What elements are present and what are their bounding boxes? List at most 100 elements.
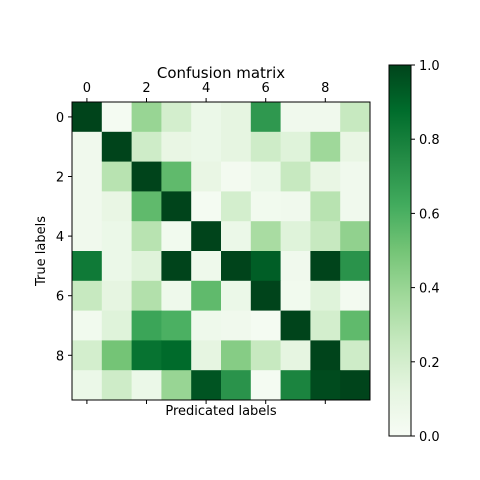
heatmap-cell-3-2	[131, 191, 162, 222]
heatmap-cell-8-4	[191, 340, 222, 371]
heatmap-cell-2-5	[221, 161, 252, 192]
heatmap-cell-5-3	[161, 251, 192, 282]
heatmap-cell-6-4	[191, 280, 222, 312]
colorbar-tick-group: 0.0 0.2 0.4 0.6 0.8 1.0	[411, 59, 440, 445]
heatmap-cell-5-5	[221, 251, 252, 282]
y-tick-label: 6	[56, 290, 64, 305]
heatmap-cell-9-5	[221, 370, 252, 401]
heatmap-cell-0-3	[161, 102, 192, 133]
heatmap-cell-3-0	[72, 191, 103, 222]
heatmap-cell-8-0	[72, 340, 103, 371]
heatmap-cell-9-0	[72, 370, 103, 401]
heatmap-cell-5-2	[131, 251, 162, 282]
heatmap-cell-3-7	[280, 191, 311, 222]
heatmap-cell-2-8	[310, 161, 341, 192]
heatmap-cell-1-6	[250, 131, 282, 163]
heatmap-cell-6-9	[340, 280, 371, 312]
heatmap-cell-9-8	[310, 370, 341, 401]
heatmap-cell-3-8	[310, 191, 341, 222]
heatmap-cell-2-7	[280, 161, 311, 192]
heatmap-cell-6-3	[161, 280, 192, 312]
heatmap-cell-0-9	[340, 102, 371, 133]
heatmap-cell-2-4	[191, 161, 222, 192]
x-tick-label: 8	[321, 81, 329, 96]
heatmap-cell-2-9	[340, 161, 371, 192]
heatmap-cell-9-3	[161, 370, 192, 401]
heatmap-cell-3-5	[221, 191, 252, 222]
heatmap-cell-6-5	[221, 280, 252, 312]
x-axis-label: Predicated labels	[165, 404, 277, 419]
heatmap-cell-0-7	[280, 102, 311, 133]
heatmap-cell-7-0	[72, 310, 103, 341]
heatmap-cell-4-3	[161, 221, 192, 252]
heatmap-cell-2-6	[250, 161, 282, 192]
heatmap-cell-8-1	[101, 340, 133, 371]
y-axis-label: True labels	[34, 216, 49, 287]
x-tick-label: 0	[83, 81, 91, 96]
heatmap-cell-7-3	[161, 310, 192, 341]
heatmap-cell-0-5	[221, 102, 252, 133]
y-tick-label: 8	[56, 349, 64, 364]
heatmap-cell-6-1	[101, 280, 133, 312]
heatmap-cell-0-0	[72, 102, 103, 133]
heatmap-cell-1-7	[280, 131, 311, 163]
heatmap-cell-0-2	[131, 102, 162, 133]
heatmap-cell-8-6	[250, 340, 282, 371]
heatmap-cell-5-1	[101, 251, 133, 282]
heatmap-cell-1-1	[101, 131, 133, 163]
x-tick-label: 2	[142, 81, 150, 96]
heatmap-cell-4-7	[280, 221, 311, 252]
heatmap-cell-7-7	[280, 310, 311, 341]
heatmap-cell-6-7	[280, 280, 311, 312]
colorbar-tick-label: 0.2	[419, 356, 440, 371]
heatmap-cell-5-8	[310, 251, 341, 282]
y-tick-label: 2	[56, 171, 64, 186]
colorbar	[388, 64, 412, 437]
colorbar-tick-label: 1.0	[419, 59, 440, 74]
heatmap-cell-1-9	[340, 131, 371, 163]
heatmap-cell-0-8	[310, 102, 341, 133]
heatmap-cell-2-1	[101, 161, 133, 192]
heatmap-cell-7-9	[340, 310, 371, 341]
colorbar-tick-label: 0.4	[419, 282, 440, 297]
y-tick-label: 0	[56, 111, 64, 126]
heatmap-cell-7-2	[131, 310, 162, 341]
heatmap-cell-1-3	[161, 131, 192, 163]
colorbar-tick-label: 0.0	[419, 430, 440, 445]
heatmap-cell-3-9	[340, 191, 371, 222]
heatmap-cell-0-4	[191, 102, 222, 133]
heatmap-cell-9-2	[131, 370, 162, 401]
heatmap-cell-0-6	[250, 102, 282, 133]
x-tick-label: 6	[262, 81, 270, 96]
y-tick-label: 4	[56, 230, 64, 245]
heatmap-cell-5-4	[191, 251, 222, 282]
heatmap-cell-8-3	[161, 340, 192, 371]
heatmap-cell-4-5	[221, 221, 252, 252]
heatmap-cell-8-9	[340, 340, 371, 371]
heatmap-cell-7-6	[250, 310, 282, 341]
x-tick-label: 4	[202, 81, 210, 96]
heatmap-cell-5-9	[340, 251, 371, 282]
heatmap-cell-5-0	[72, 251, 103, 282]
heatmap-cell-4-4	[191, 221, 222, 252]
heatmap-cell-9-1	[101, 370, 133, 401]
heatmap-cell-1-8	[310, 131, 341, 163]
heatmap-cell-4-0	[72, 221, 103, 252]
heatmap-cell-8-5	[221, 340, 252, 371]
heatmap-cell-1-5	[221, 131, 252, 163]
heatmap-cell-1-2	[131, 131, 162, 163]
colorbar-tick-label: 0.6	[419, 207, 440, 222]
plot-frame	[71, 101, 371, 401]
colorbar-tick-label: 0.8	[419, 133, 440, 148]
heatmap-cell-5-7	[280, 251, 311, 282]
heatmap-cell-2-0	[72, 161, 103, 192]
heatmap-cell-7-8	[310, 310, 341, 341]
heatmap-cell-6-0	[72, 280, 103, 312]
heatmap-cell-2-3	[161, 161, 192, 192]
heatmap-cell-4-1	[101, 221, 133, 252]
heatmap-cell-1-0	[72, 131, 103, 163]
heatmap-cell-1-4	[191, 131, 222, 163]
heatmap-cell-7-4	[191, 310, 222, 341]
heatmap-cell-3-1	[101, 191, 133, 222]
